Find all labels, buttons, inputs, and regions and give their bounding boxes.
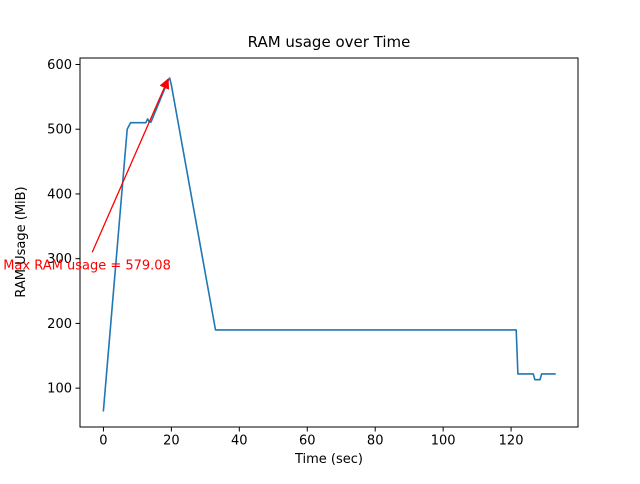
y-tick-label: 500 <box>47 123 72 138</box>
axes-box <box>79 57 579 428</box>
y-axis-ticks: 100 200 300 400 500 600 <box>47 58 80 397</box>
x-tick-label: 0 <box>99 434 107 449</box>
x-tick-label: 40 <box>231 434 248 449</box>
x-tick-label: 100 <box>431 434 456 449</box>
ram-usage-line <box>102 77 557 412</box>
x-tick-label: 120 <box>499 434 524 449</box>
y-tick-label: 600 <box>47 58 72 73</box>
chart-title: RAM usage over Time <box>248 33 411 51</box>
x-tick-label: 80 <box>367 434 384 449</box>
max-ram-annotation: Max RAM usage = 579.08 <box>3 78 171 274</box>
annotation-text: Max RAM usage = 579.08 <box>3 259 171 274</box>
x-tick-label: 60 <box>299 434 316 449</box>
x-axis-ticks: 0 20 40 60 80 100 120 <box>99 427 523 449</box>
y-tick-label: 100 <box>47 382 72 397</box>
y-tick-label: 200 <box>47 317 72 332</box>
annotation-arrow <box>91 78 170 253</box>
y-tick-label: 400 <box>47 187 72 202</box>
x-tick-label: 20 <box>163 434 180 449</box>
series-lines <box>102 77 557 412</box>
x-axis-label: Time (sec) <box>294 452 363 467</box>
y-axis-label: RAM Usage (MiB) <box>14 186 29 297</box>
y-tick-label: 300 <box>47 252 72 267</box>
